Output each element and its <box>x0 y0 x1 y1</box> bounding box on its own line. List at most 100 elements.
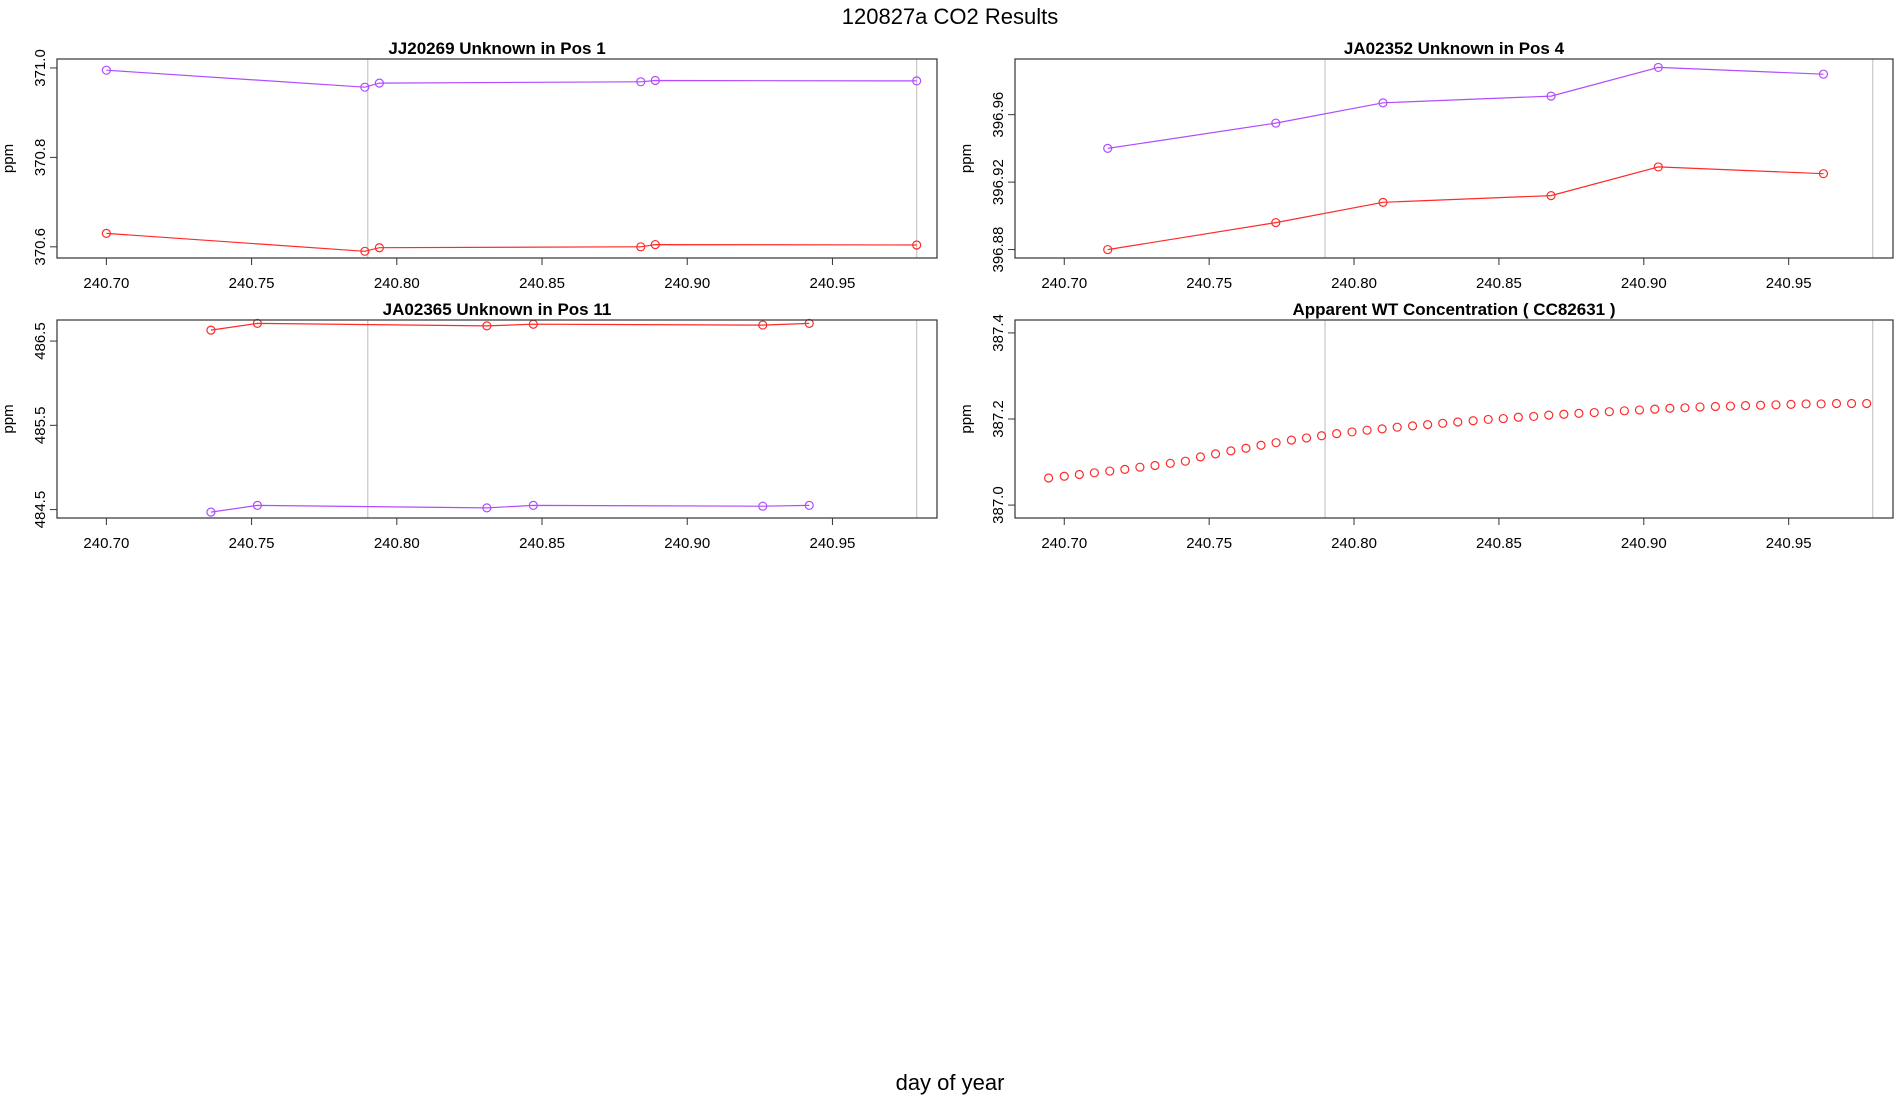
x-tick-label: 240.85 <box>1476 535 1522 552</box>
data-point <box>1574 408 1584 419</box>
series-line <box>210 322 810 331</box>
y-tick-label: 396.92 <box>990 159 1007 205</box>
data-point <box>650 75 660 86</box>
data-point <box>1559 409 1569 419</box>
data-point <box>1634 405 1645 415</box>
data-point <box>1710 401 1720 412</box>
panel-4: 240.70 240.75 240.80 240.85 240.90 240.95 387.… <box>958 300 1894 552</box>
data-point <box>206 325 216 335</box>
panel-2: 240.70 240.75 240.80 240.85 240.90 240.95 396.… <box>958 39 1894 292</box>
chart-panels: 240.70 240.75 240.80 240.85 240.90 240.95 370.… <box>0 39 1894 552</box>
x-tick-label: 240.80 <box>374 275 420 292</box>
x-tick-label: 240.85 <box>519 275 565 292</box>
data-point <box>1740 401 1751 411</box>
data-point <box>252 500 262 510</box>
data-point <box>1120 464 1130 474</box>
y-tick-label: 370.8 <box>32 139 49 177</box>
data-point <box>1862 398 1872 409</box>
y-tick-label: 371.0 <box>32 49 49 87</box>
series-2 <box>101 228 922 256</box>
data-point <box>1226 446 1236 456</box>
data-point <box>1059 471 1069 481</box>
data-point <box>650 239 660 250</box>
y-tick-label: 387.2 <box>990 400 1007 438</box>
x-tick-label: 240.75 <box>1186 535 1232 552</box>
x-tick-label: 240.90 <box>1621 535 1667 552</box>
x-tick-label: 240.90 <box>664 275 710 292</box>
data-point <box>1653 62 1663 73</box>
data-point <box>374 243 384 253</box>
series-line <box>1107 166 1824 251</box>
data-point <box>1818 169 1829 179</box>
x-tick-label: 240.90 <box>664 535 710 552</box>
data-point <box>804 500 814 510</box>
data-point <box>636 77 646 87</box>
data-point <box>252 318 262 328</box>
data-point <box>636 242 646 252</box>
chart-title: 120827a CO2 Results <box>842 4 1058 29</box>
data-point <box>1816 399 1826 409</box>
data-point <box>360 82 370 92</box>
panel-title: JA02365 Unknown in Pos 11 <box>383 300 612 319</box>
series-1 <box>1044 398 1872 483</box>
y-tick-label: 396.96 <box>990 92 1007 138</box>
data-point <box>1301 433 1312 443</box>
y-axis-label: ppm <box>958 404 975 433</box>
x-tick-label: 240.80 <box>1331 275 1377 292</box>
data-point <box>1180 456 1190 466</box>
data-point <box>1135 462 1145 472</box>
data-point <box>482 321 492 331</box>
data-point <box>1695 402 1705 412</box>
data-point <box>1074 469 1084 480</box>
data-point <box>1407 421 1418 431</box>
data-point <box>1650 404 1660 414</box>
series-1 <box>206 318 814 335</box>
data-point <box>1604 407 1614 417</box>
data-point <box>1241 443 1251 453</box>
y-axis-label: ppm <box>958 144 975 173</box>
data-point <box>758 320 768 330</box>
data-point <box>1316 431 1327 441</box>
plot-frame <box>56 319 938 519</box>
data-point <box>1256 440 1266 450</box>
y-tick-label: 396.88 <box>990 227 1007 273</box>
data-point <box>1483 414 1493 425</box>
data-point <box>1680 403 1690 413</box>
data-point <box>1103 143 1113 153</box>
data-point <box>1725 401 1736 411</box>
y-tick-label: 387.4 <box>990 314 1007 352</box>
data-point <box>1392 422 1402 432</box>
data-point <box>1105 466 1115 476</box>
series-line <box>106 232 917 252</box>
x-tick-label: 240.95 <box>810 535 856 552</box>
y-tick-label: 387.0 <box>990 486 1007 524</box>
data-point <box>101 65 111 75</box>
data-point <box>1347 427 1357 437</box>
data-point <box>1286 435 1297 445</box>
data-point <box>1089 468 1099 478</box>
y-axis-label: ppm <box>0 404 17 433</box>
data-point <box>912 76 922 86</box>
data-point <box>1453 417 1463 427</box>
data-point <box>1513 412 1523 422</box>
x-tick-label: 240.95 <box>810 275 856 292</box>
data-point <box>1210 449 1221 459</box>
x-tick-label: 240.95 <box>1766 275 1812 292</box>
x-tick-label: 240.85 <box>519 535 565 552</box>
data-point <box>1529 411 1539 422</box>
data-point <box>101 228 111 239</box>
data-point <box>1044 473 1054 483</box>
data-point <box>1377 424 1387 434</box>
data-point <box>1831 398 1842 409</box>
data-point <box>1755 400 1766 410</box>
data-point <box>1801 399 1811 409</box>
data-point <box>1271 217 1281 228</box>
data-point <box>758 501 768 511</box>
data-point <box>804 318 814 328</box>
data-point <box>1362 425 1372 435</box>
data-point <box>1332 429 1342 439</box>
data-point <box>1653 162 1663 172</box>
data-point <box>1498 413 1508 424</box>
series-2 <box>1103 162 1829 255</box>
x-tick-label: 240.80 <box>1331 535 1377 552</box>
